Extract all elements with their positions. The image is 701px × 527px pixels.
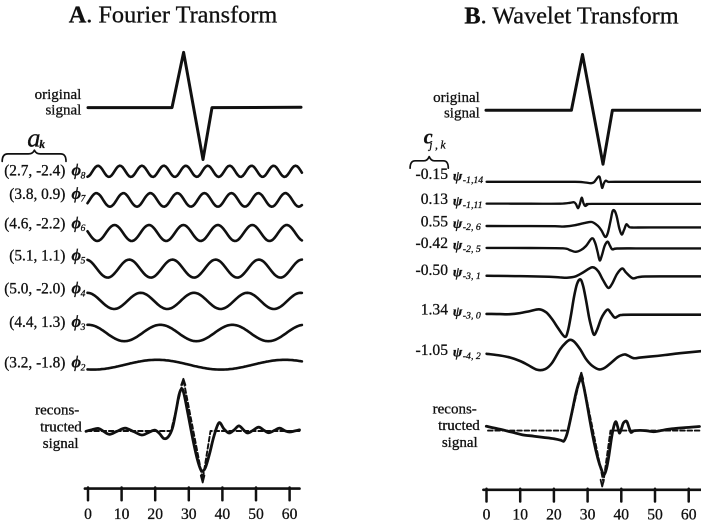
svg-text:signal: signal: [43, 436, 79, 452]
svg-text:(3.2, -1.8): (3.2, -1.8): [4, 355, 65, 372]
svg-text:10: 10: [512, 507, 528, 522]
svg-text:(2.7, -2.4): (2.7, -2.4): [4, 163, 65, 180]
svg-text:2: 2: [81, 363, 86, 373]
svg-text:0: 0: [483, 507, 491, 522]
svg-text:(4.4, 1.3): (4.4, 1.3): [9, 314, 65, 331]
svg-text:40: 40: [215, 506, 231, 522]
svg-text:signal: signal: [45, 102, 81, 118]
svg-text:0.13: 0.13: [421, 191, 448, 208]
svg-text:ϕ: ϕ: [72, 161, 82, 180]
svg-text:signal: signal: [444, 105, 480, 121]
svg-text:20: 20: [147, 506, 163, 522]
svg-text:original: original: [433, 90, 480, 106]
svg-text:original: original: [35, 87, 82, 103]
svg-text:-1.05: -1.05: [416, 342, 449, 359]
svg-text:1.34: 1.34: [421, 302, 448, 319]
svg-text:60: 60: [282, 506, 298, 522]
svg-text:ϕ: ϕ: [72, 279, 82, 298]
svg-text:6: 6: [81, 224, 86, 234]
svg-text:ϕ: ϕ: [72, 312, 82, 331]
svg-text:3: 3: [80, 323, 86, 333]
svg-text:a: a: [27, 122, 40, 152]
svg-text:30: 30: [580, 507, 596, 522]
svg-text:40: 40: [614, 507, 630, 522]
svg-text:-1,11: -1,11: [463, 200, 483, 211]
svg-text:ψ: ψ: [453, 266, 463, 281]
svg-text:7: 7: [81, 195, 87, 205]
svg-text:c: c: [424, 127, 433, 149]
svg-text:30: 30: [181, 506, 197, 522]
svg-text:k: k: [39, 139, 45, 151]
svg-text:ψ: ψ: [453, 305, 463, 320]
svg-text:(3.8, 0.9): (3.8, 0.9): [9, 186, 65, 203]
svg-text:50: 50: [647, 507, 663, 522]
svg-text:ψ: ψ: [453, 217, 463, 232]
svg-text:5: 5: [81, 257, 86, 267]
svg-text:60: 60: [681, 507, 697, 522]
svg-text:(4.6, -2.2): (4.6, -2.2): [4, 215, 65, 232]
svg-text:B. Wavelet Transform: B. Wavelet Transform: [464, 3, 678, 30]
svg-text:-3, 0: -3, 0: [463, 310, 481, 321]
svg-text:tructed: tructed: [40, 420, 82, 436]
svg-text:-0.15: -0.15: [416, 166, 449, 183]
svg-text:j,k: j,k: [427, 140, 448, 152]
svg-text:10: 10: [114, 506, 130, 522]
svg-text:50: 50: [248, 506, 264, 522]
svg-text:recons-: recons-: [35, 403, 79, 419]
svg-text:ψ: ψ: [453, 346, 463, 361]
svg-text:ϕ: ϕ: [72, 213, 82, 232]
svg-text:-3, 1: -3, 1: [463, 271, 481, 282]
svg-text:A. Fourier Transform: A. Fourier Transform: [69, 2, 278, 29]
svg-text:ψ: ψ: [453, 239, 463, 254]
svg-text:0: 0: [84, 506, 92, 522]
svg-text:ϕ: ϕ: [72, 353, 82, 372]
svg-text:tructed: tructed: [438, 418, 480, 434]
svg-text:-2, 5: -2, 5: [463, 244, 481, 255]
svg-text:20: 20: [546, 507, 562, 522]
svg-text:signal: signal: [442, 435, 478, 451]
svg-text:ψ: ψ: [453, 195, 463, 210]
svg-text:(5.1, 1.1): (5.1, 1.1): [9, 248, 65, 265]
svg-text:ϕ: ϕ: [72, 184, 82, 203]
svg-text:-0.50: -0.50: [416, 262, 449, 279]
svg-text:-1,14: -1,14: [463, 175, 484, 186]
svg-text:4: 4: [81, 290, 86, 300]
svg-text:recons-: recons-: [433, 402, 477, 418]
svg-text:8: 8: [81, 172, 86, 182]
svg-text:ϕ: ϕ: [72, 246, 82, 265]
svg-text:ψ: ψ: [453, 170, 463, 185]
svg-text:-4, 2: -4, 2: [463, 351, 481, 362]
svg-text:-0.42: -0.42: [416, 235, 448, 252]
svg-text:-2, 6: -2, 6: [463, 222, 481, 233]
svg-text:0.55: 0.55: [421, 213, 448, 230]
svg-text:(5.0, -2.0): (5.0, -2.0): [4, 281, 65, 298]
